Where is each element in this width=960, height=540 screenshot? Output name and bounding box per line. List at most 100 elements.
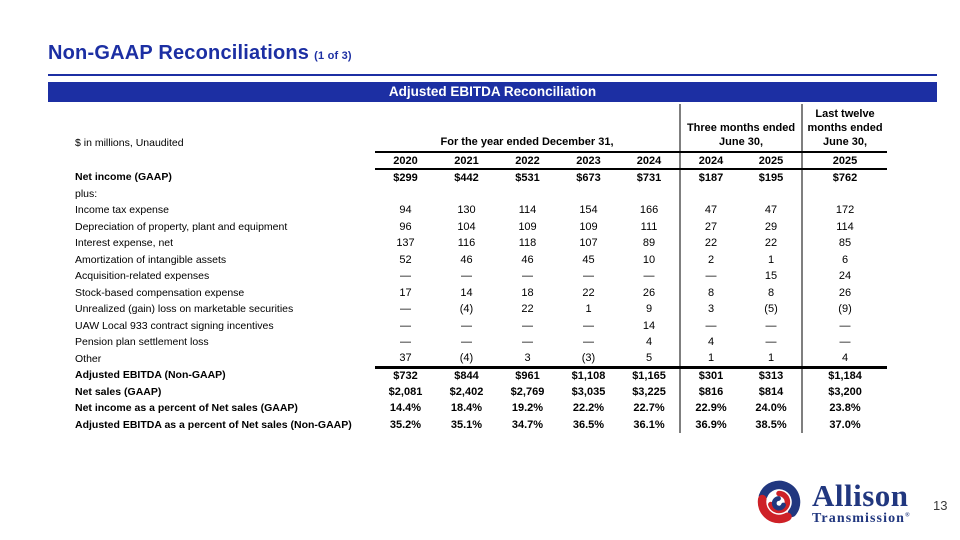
year-header-cell: 2025: [741, 152, 803, 170]
title-rule: [48, 74, 937, 76]
row-value: 24.0%: [755, 402, 787, 415]
row-value: —: [400, 270, 411, 283]
row-value: 34.7%: [511, 418, 544, 431]
row-value: $301: [679, 367, 742, 384]
row-value: 3: [679, 301, 742, 318]
row-value: 36.1%: [633, 418, 665, 431]
table-row: Depreciation of property, plant and equi…: [75, 218, 888, 235]
year-header-cell: 2020: [375, 152, 436, 170]
row-value: $673: [576, 171, 601, 184]
row-value: —: [801, 334, 888, 351]
row-value: $531: [515, 171, 540, 184]
row-value: $1,184: [801, 367, 888, 384]
row-value: 130: [457, 204, 476, 217]
row-value: $442: [454, 171, 479, 184]
row-label: Interest expense, net: [75, 237, 174, 250]
row-value: 18: [521, 286, 534, 299]
row-label: Unrealized (gain) loss on marketable sec…: [75, 303, 294, 316]
row-value: $3,200: [801, 383, 888, 400]
row-value: (4): [459, 303, 474, 316]
row-value: [679, 185, 742, 202]
row-value: $814: [758, 385, 784, 398]
row-value: $844: [454, 370, 479, 382]
row-value: (3): [558, 350, 619, 369]
row-value: 94: [399, 204, 412, 217]
row-value: $961: [515, 370, 540, 382]
row-value: 85: [801, 235, 888, 252]
page-title-text: Non-GAAP Reconciliations: [48, 42, 310, 64]
row-value: —: [522, 336, 533, 349]
row-label: plus:: [75, 187, 98, 200]
col-group-label-line: Last twelve: [815, 108, 875, 120]
page-number: 13: [933, 498, 948, 513]
row-value: —: [643, 270, 655, 283]
col-group-label-line: months ended: [807, 122, 883, 134]
row-value: 26: [801, 284, 888, 301]
col-group-annual: For the year ended December 31,: [375, 104, 681, 153]
row-value: 2: [679, 251, 742, 268]
row-value: [497, 186, 558, 203]
row-value: $1,165: [632, 370, 666, 382]
row-value: 114: [518, 204, 537, 217]
year-header-cell: 2024: [679, 152, 742, 170]
row-value: 17: [399, 286, 412, 299]
row-value: —: [522, 270, 533, 283]
row-value: —: [461, 336, 472, 349]
row-value: $816: [679, 383, 742, 400]
row-value: —: [583, 270, 594, 283]
row-value: $187: [679, 169, 742, 186]
table-row: Other 37 (4) 3 (3) 5 1 1 4: [75, 350, 888, 369]
row-value: 24: [801, 268, 888, 285]
table-row: Interest expense, net 137 116 118 107 89 22 22 8…: [75, 235, 888, 252]
col-group-three-months: Three months ended June 30,: [679, 104, 803, 153]
row-value: 19.2%: [511, 402, 544, 415]
row-value: 46: [521, 253, 534, 266]
row-value: —: [801, 317, 888, 334]
row-value: —: [400, 319, 411, 332]
row-value: $762: [801, 169, 888, 186]
table-row: Amortization of intangible assets 52 46 46 4…: [75, 251, 888, 268]
table-row: Adjusted EBITDA as a percent of Net sale…: [75, 416, 888, 433]
row-value: 22: [679, 235, 742, 252]
row-value: 36.9%: [679, 416, 742, 433]
row-value: 89: [642, 237, 656, 250]
row-value: (9): [801, 301, 888, 318]
row-label: Depreciation of property, plant and equi…: [75, 220, 288, 233]
row-value: $731: [636, 171, 662, 184]
row-value: 3: [497, 350, 558, 369]
row-value: [436, 186, 497, 203]
row-value: $3,035: [571, 385, 606, 398]
row-value: 118: [518, 237, 537, 250]
year-row-spacer: [75, 152, 375, 169]
row-value: $2,402: [449, 385, 484, 398]
row-value: 37.0%: [801, 416, 888, 433]
row-value: —: [522, 319, 533, 332]
row-value: 1: [585, 303, 592, 316]
row-value: [375, 186, 436, 203]
row-value: 35.1%: [450, 418, 483, 431]
row-value: 22.7%: [633, 402, 665, 415]
row-value: —: [679, 268, 742, 285]
row-value: $299: [393, 171, 418, 184]
row-value: —: [765, 336, 777, 349]
row-value: 37: [375, 350, 436, 369]
row-value: 107: [579, 237, 598, 250]
row-value: —: [679, 317, 742, 334]
row-value: 9: [645, 303, 653, 316]
row-value: 104: [457, 220, 476, 233]
row-value: 27: [679, 218, 742, 235]
row-value: 111: [640, 220, 658, 233]
row-label: Adjusted EBITDA (Non-GAAP): [75, 369, 226, 382]
row-value: —: [583, 336, 594, 349]
col-group-label-line: For the year ended December 31,: [440, 136, 614, 148]
reconciliation-table-wrap: $ in millions, Unaudited For the year en…: [75, 104, 888, 433]
row-value: 137: [396, 237, 415, 250]
row-value: 154: [579, 204, 598, 217]
row-value: 35.2%: [389, 418, 422, 431]
table-row: Acquisition-related expenses — — — — — — 15 24: [75, 268, 888, 285]
row-value: 6: [801, 251, 888, 268]
row-value: 96: [399, 220, 412, 233]
row-value: [741, 186, 802, 203]
year-header-cell: 2023: [558, 152, 619, 170]
